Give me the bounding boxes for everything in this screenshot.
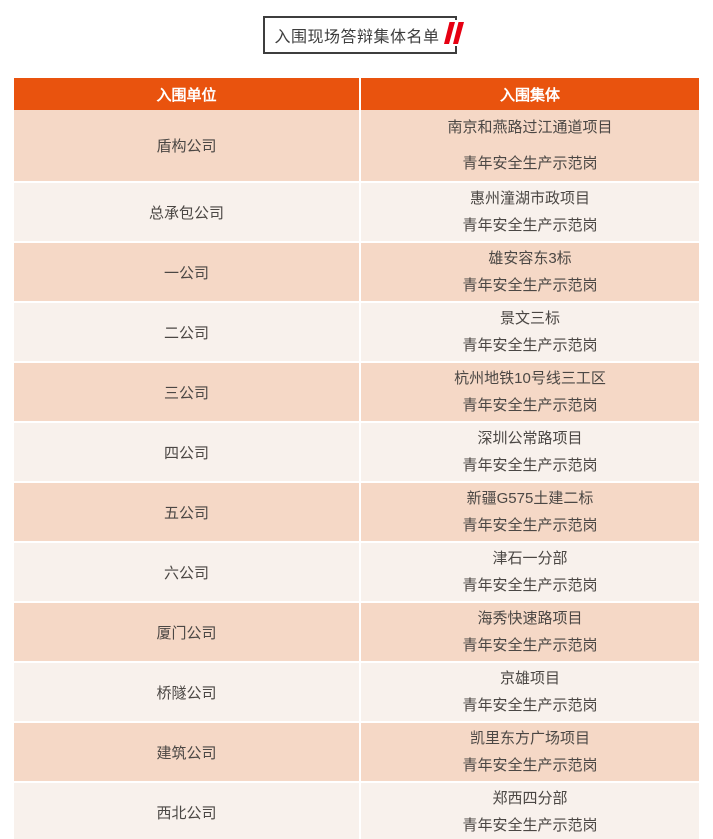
collective-line-2: 青年安全生产示范岗 xyxy=(462,757,598,774)
collective-line-1: 津石一分部 xyxy=(492,550,568,567)
table-row: 一公司 雄安容东3标 青年安全生产示范岗 xyxy=(14,243,699,301)
table-row: 五公司 新疆G575土建二标 青年安全生产示范岗 xyxy=(14,483,699,541)
collective-line-1: 南京和燕路过江通道项目 xyxy=(447,119,613,136)
collective-line-2: 青年安全生产示范岗 xyxy=(462,517,598,534)
page-title: 入围现场答辩集体名单 xyxy=(274,29,440,46)
table-row: 厦门公司 海秀快速路项目 青年安全生产示范岗 xyxy=(14,603,699,661)
collective-line-1: 海秀快速路项目 xyxy=(477,610,583,627)
collective-cell: 凯里东方广场项目 青年安全生产示范岗 xyxy=(361,723,699,781)
collective-cell: 杭州地铁10号线三工区 青年安全生产示范岗 xyxy=(361,363,699,421)
unit-cell: 盾构公司 xyxy=(14,110,359,181)
collective-line-1: 京雄项目 xyxy=(499,670,560,687)
shortlist-table: 入围单位 入围集体 盾构公司 南京和燕路过江通道项目 青年安全生产示范岗 总承包公司惠… xyxy=(14,78,699,839)
collective-cell: 雄安容东3标青年安全生产示范岗 xyxy=(361,243,699,301)
collective-line-2: 青年安全生产示范岗 xyxy=(462,217,598,234)
table-row: 总承包公司 惠州潼湖市政项目 青年安全生产示范岗 xyxy=(14,183,699,241)
collective-line-2: 青年安全生产示范岗 xyxy=(462,457,598,474)
collective-line-1: 新疆G575土建二标 xyxy=(466,490,594,507)
unit-cell: 西北公司 xyxy=(14,783,359,839)
table-row: 四公司 深圳公常路项目 青年安全生产示范岗 xyxy=(14,423,699,481)
double-quote-icon xyxy=(441,20,467,46)
collective-cell: 深圳公常路项目 青年安全生产示范岗 xyxy=(361,423,699,481)
table-row: 建筑公司 凯里东方广场项目 青年安全生产示范岗 xyxy=(14,723,699,781)
collective-line-2: 青年安全生产示范岗 xyxy=(462,277,598,294)
collective-line-2: 青年安全生产示范岗 xyxy=(462,637,598,654)
unit-cell: 三公司 xyxy=(14,363,359,421)
collective-line-1: 杭州地铁10号线三工区 xyxy=(454,370,606,387)
table-row: 三公司 杭州地铁10号线三工区 青年安全生产示范岗 xyxy=(14,363,699,421)
collective-line-1: 景文三标 xyxy=(499,310,560,327)
collective-line-1: 凯里东方广场项目 xyxy=(469,730,590,747)
collective-line-1: 深圳公常路项目 xyxy=(477,430,583,447)
collective-cell: 海秀快速路项目 青年安全生产示范岗 xyxy=(361,603,699,661)
collective-line-2: 青年安全生产示范岗 xyxy=(462,577,598,594)
table-row: 盾构公司 南京和燕路过江通道项目 青年安全生产示范岗 xyxy=(14,110,699,181)
collective-cell: 津石一分部青年安全生产示范岗 xyxy=(361,543,699,601)
unit-cell: 五公司 xyxy=(14,483,359,541)
collective-line-1: 郑西四分部 xyxy=(492,790,568,807)
title-box: 入围现场答辩集体名单 xyxy=(263,16,467,54)
table-body: 盾构公司 南京和燕路过江通道项目 青年安全生产示范岗 总承包公司 惠州潼湖市政项目 青年安… xyxy=(14,110,699,839)
collective-line-2: 青年安全生产示范岗 xyxy=(462,817,598,834)
unit-cell: 四公司 xyxy=(14,423,359,481)
table-row: 六公司 津石一分部 青年安全生产示范岗 xyxy=(14,543,699,601)
collective-line-2: 青年安全生产示范岗 xyxy=(462,155,598,172)
unit-cell: 总承包公司 xyxy=(14,183,359,241)
collective-line-1: 惠州潼湖市政项目 xyxy=(469,190,590,207)
unit-cell: 桥隧公司 xyxy=(14,663,359,721)
collective-cell: 惠州潼湖市政项目 青年安全生产示范岗 xyxy=(361,183,699,241)
collective-line-2: 青年安全生产示范岗 xyxy=(462,697,598,714)
unit-cell: 六公司 xyxy=(14,543,359,601)
collective-line-2: 青年安全生产示范岗 xyxy=(462,397,598,414)
unit-cell: 建筑公司 xyxy=(14,723,359,781)
header-cell-collective: 入围集体 xyxy=(361,78,699,110)
collective-cell: 京雄项目青年安全生产示范岗 xyxy=(361,663,699,721)
table-row: 西北公司 郑西四分部 青年安全生产示范岗 xyxy=(14,783,699,839)
header-cell-unit: 入围单位 xyxy=(14,78,359,110)
unit-cell: 二公司 xyxy=(14,303,359,361)
collective-cell: 景文三标青年安全生产示范岗 xyxy=(361,303,699,361)
table-header-row: 入围单位 入围集体 xyxy=(14,78,699,110)
table-row: 桥隧公司 京雄项目 青年安全生产示范岗 xyxy=(14,663,699,721)
collective-line-2: 青年安全生产示范岗 xyxy=(462,337,598,354)
collective-cell: 郑西四分部青年安全生产示范岗 xyxy=(361,783,699,839)
collective-cell: 新疆G575土建二标 青年安全生产示范岗 xyxy=(361,483,699,541)
collective-line-1: 雄安容东3标 xyxy=(488,250,572,267)
table-row: 二公司 景文三标 青年安全生产示范岗 xyxy=(14,303,699,361)
unit-cell: 一公司 xyxy=(14,243,359,301)
unit-cell: 厦门公司 xyxy=(14,603,359,661)
collective-cell: 南京和燕路过江通道项目 青年安全生产示范岗 xyxy=(361,110,699,181)
